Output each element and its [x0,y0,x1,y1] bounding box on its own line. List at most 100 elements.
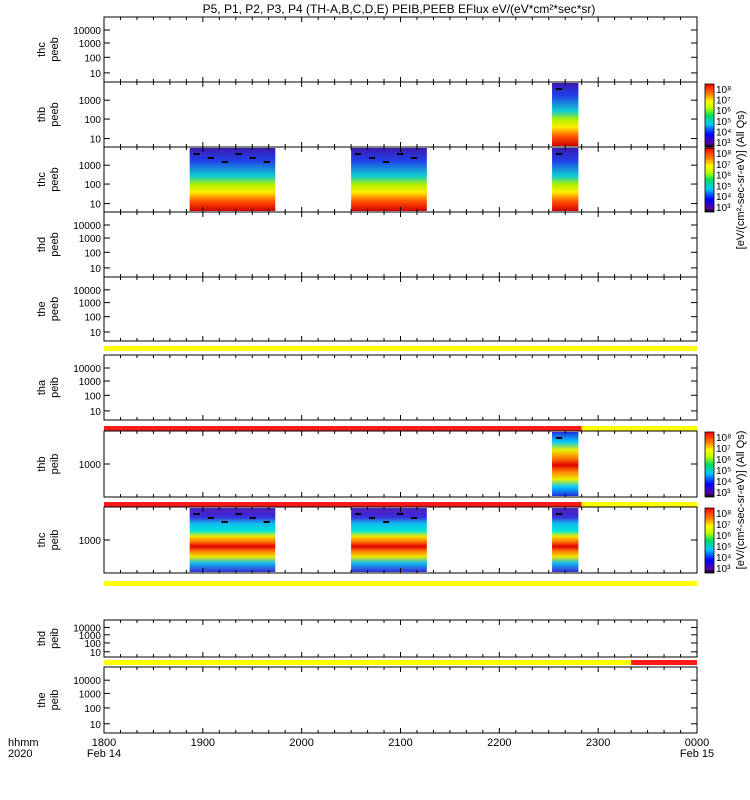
panel-frame [103,666,698,734]
spectrogram-speckle [249,517,256,519]
spectrogram-block [552,148,579,211]
panel-frame [103,16,698,83]
flag-bar-yellow [104,660,632,665]
time-tick-label: 2200 [487,737,511,749]
y-tick-label: 10 [90,648,102,659]
spectrogram-speckle [383,521,390,523]
spectrogram-speckle [397,153,404,155]
y-tick-label: 10 [90,264,102,275]
panel-frame [103,81,698,148]
panel-frame [103,430,698,498]
colorbar-tick-label: 10⁴ [716,192,731,203]
time-row1-label: hhmm [8,737,39,749]
y-tick-label: 10 [90,720,102,731]
flag-bar-red [104,426,582,431]
colorbar-tick-label: 10⁴ [716,127,731,138]
spectrogram-speckle [207,517,214,519]
spectrogram-speckle [369,157,376,159]
panel-the-peeb: 10000 1000 100 10 the peeb [36,276,698,342]
spectrogram-speckle [193,153,200,155]
spectrogram-speckle [193,513,200,515]
colorbar-tick-label: 10⁸ [716,509,731,520]
spectrogram-speckle [221,161,228,163]
y-tick-label: 100 [84,639,101,650]
colorbar-strip [704,507,715,574]
spectrogram-speckle [235,513,242,515]
panel-probe-label: thb [36,456,48,471]
time-axis: hhmm 2020 1800 1900 2000 2100 2200 2300 0000 F… [8,737,714,760]
panel-thc-peeb: 10000 1000 100 10 thc peeb [36,16,698,83]
start-date-label: Feb 14 [87,748,121,760]
spectrogram-speckle [556,513,563,515]
spectrogram-block [552,432,579,496]
y-tick-label: 100 [84,115,101,126]
y-tick-label: 1000 [79,689,102,700]
spectrogram-speckle [383,161,390,163]
panel-product-label: peeb [49,167,61,191]
spectrogram-block [189,148,276,211]
colorbar-tick-label: 10⁷ [716,444,731,455]
colorbar-tick-label: 10⁶ [716,455,731,466]
colorbar-tick-label: 10³ [716,564,731,575]
colorbar-tick-label: 10⁵ [716,466,731,477]
spectrogram-speckle [263,521,270,523]
time-tick-label: 1800 [92,737,116,749]
panel-the-peib: 10000 1000 100 10 the peib [36,666,698,734]
time-tick-label: 0000 [685,737,709,749]
panel-product-label: peib [49,377,61,398]
spectrogram-speckle [355,513,362,515]
colorbar: 10⁸10⁷10⁶10⁵10⁴10³10⁸10⁷10⁶10⁵10⁴10³[eV/… [704,83,747,249]
panel-probe-label: thc [36,172,48,187]
colorbar-label: [eV/(cm²-sec-sr-eV)] (All Qs) [735,431,747,570]
colorbar-tick-label: 10⁵ [716,181,731,192]
y-tick-label: 1000 [79,631,102,642]
time-tick-label: 2100 [388,737,412,749]
colorbar-tick-label: 10⁷ [716,160,731,171]
colorbar-tick-label: 10⁵ [716,542,731,553]
y-tick-label: 100 [84,53,101,64]
y-tick-label: 10 [90,407,102,418]
colorbar-tick-label: 10⁸ [716,149,731,160]
panel-thc-peib: 1000 thc peib [36,506,698,574]
panel-frame [103,619,698,658]
spectrogram-speckle [207,157,214,159]
colorbar-tick-label: 10³ [716,488,731,499]
y-tick-label: 1000 [79,161,102,172]
spectrogram-block [552,508,579,572]
y-tick-label: 1000 [79,299,102,310]
y-tick-label: 1000 [79,377,102,388]
colorbar-tick-label: 10⁵ [716,117,731,128]
flag-bar-yellow [581,502,697,507]
spectrogram-speckle [556,437,563,439]
spectrogram-block [189,508,276,572]
panel-product-label: peeb [49,297,61,321]
y-tick-label: 10 [90,328,102,339]
panel-product-label: peeb [49,232,61,256]
panel-frame [103,276,698,342]
figure-title: P5, P1, P2, P3, P4 (TH-A,B,C,D,E) PEIB,P… [203,2,596,16]
y-tick-label: 10000 [73,623,101,634]
colorbar-strip [704,431,715,498]
panel-product-label: peib [49,530,61,551]
panel-probe-label: thc [36,42,48,57]
y-tick-label: 100 [84,704,101,715]
colorbar-tick-label: 10³ [716,203,731,214]
y-tick-label: 10000 [73,221,101,232]
flag-bar-yellow [104,346,697,351]
panel-frame [103,354,698,421]
spectrogram-speckle [355,153,362,155]
time-tick-labels: 1800 1900 2000 2100 2200 2300 0000 [92,737,709,749]
panel-thb-peib: 1000 thb peib [36,430,698,498]
colorbar-strip [704,147,715,213]
panel-thc-peeb: 1000 100 10 thc peeb [36,146,698,213]
colorbar-tick-label: 10⁸ [716,85,731,96]
panel-probe-label: tha [36,379,48,395]
y-tick-label: 1000 [79,96,102,107]
time-tick-label: 1900 [191,737,215,749]
spectrogram-speckle [411,517,418,519]
flag-bar-red [631,660,697,665]
spectrogram-speckle [369,517,376,519]
